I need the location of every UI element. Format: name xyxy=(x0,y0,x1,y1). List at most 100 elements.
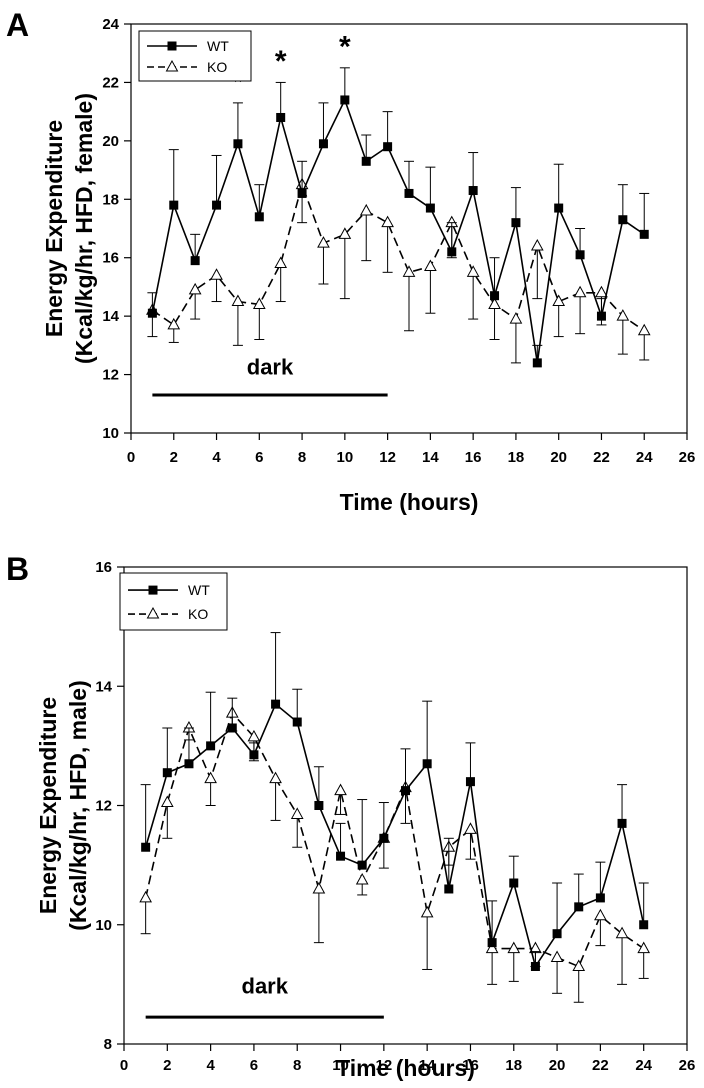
series-line-wt xyxy=(151,97,645,364)
data-point-ko xyxy=(160,795,174,808)
y-axis-title-line2: (Kcal/kg/hr, HFD, female) xyxy=(71,93,97,364)
data-point-wt xyxy=(575,250,585,260)
dark-period-label: dark xyxy=(242,973,289,998)
x-tick-label: 8 xyxy=(298,449,306,466)
data-point-ko xyxy=(488,297,501,309)
data-point-wt xyxy=(249,750,259,760)
x-tick-label: 0 xyxy=(120,1057,128,1074)
x-tick-label: 24 xyxy=(636,449,653,466)
data-point-ko xyxy=(573,285,587,298)
data-point-wt xyxy=(554,203,564,213)
data-point-ko xyxy=(188,282,202,295)
panel-a: A0 2 4 6 8 10 12 14 16 18 20 22 24 261012141618202224… xyxy=(6,7,695,515)
y-tick-label: 14 xyxy=(102,308,119,325)
x-tick-label: 20 xyxy=(550,449,567,466)
x-axis-title: Time (hours) xyxy=(340,489,479,515)
y-tick-label: 18 xyxy=(102,191,119,208)
data-point-wt xyxy=(190,256,200,266)
data-point-ko xyxy=(550,950,564,963)
x-tick-label: 26 xyxy=(679,1057,696,1074)
data-point-wt xyxy=(404,188,414,198)
x-tick-label: 6 xyxy=(255,449,263,466)
data-point-wt xyxy=(233,139,243,149)
series-line-wt xyxy=(144,702,645,969)
data-point-wt xyxy=(425,203,435,213)
x-tick-label: 18 xyxy=(505,1057,522,1074)
data-point-ko xyxy=(359,203,373,216)
data-point-wt xyxy=(595,893,605,903)
data-point-ko xyxy=(530,238,544,251)
y-tick-label: 24 xyxy=(102,16,119,33)
plot-frame xyxy=(130,23,688,434)
data-point-wt xyxy=(254,212,264,222)
data-point-ko xyxy=(594,908,607,921)
data-point-wt xyxy=(276,112,286,122)
y-tick-label: 16 xyxy=(95,559,112,576)
data-point-wt xyxy=(490,291,500,301)
data-point-ko xyxy=(381,215,394,228)
x-tick-label: 8 xyxy=(293,1057,301,1074)
x-tick-label: 18 xyxy=(508,449,525,466)
data-point-wt xyxy=(422,759,432,769)
data-point-wt xyxy=(271,699,281,709)
x-tick-label: 22 xyxy=(592,1057,609,1074)
data-point-wt xyxy=(314,801,324,810)
x-tick-label: 0 xyxy=(127,449,135,466)
data-point-ko xyxy=(167,317,181,330)
legend-marker-ko xyxy=(165,59,179,72)
data-point-ko xyxy=(466,265,480,277)
x-tick-label: 20 xyxy=(549,1057,566,1074)
significance-star: * xyxy=(339,30,351,63)
data-point-wt xyxy=(401,786,410,796)
data-point-wt xyxy=(468,186,478,196)
legend: WT KO xyxy=(119,572,228,631)
data-point-wt xyxy=(292,717,302,727)
x-axis-title: Time (hours) xyxy=(336,1055,475,1081)
data-point-wt xyxy=(574,902,584,912)
data-point-wt xyxy=(552,929,562,939)
x-tick-label: 4 xyxy=(212,449,221,466)
x-tick-label: 2 xyxy=(170,449,178,466)
data-point-ko xyxy=(210,268,223,280)
x-tick-label: 10 xyxy=(337,449,354,466)
x-tick-label: 14 xyxy=(422,449,439,466)
legend-label-ko: KO xyxy=(207,59,227,75)
data-point-ko xyxy=(334,783,347,796)
data-point-ko xyxy=(139,890,152,903)
data-point-wt xyxy=(336,851,346,861)
x-tick-label: 16 xyxy=(462,1057,479,1074)
data-point-wt xyxy=(618,215,628,225)
y-axis-title-line2: (Kcal/kg/hr, HFD, male) xyxy=(65,680,91,931)
x-tick-label: 10 xyxy=(332,1057,349,1074)
data-point-wt xyxy=(227,723,237,733)
data-point-wt xyxy=(383,142,393,152)
legend-box xyxy=(119,572,228,631)
data-point-ko xyxy=(290,807,304,819)
y-tick-label: 8 xyxy=(104,1036,112,1053)
panel-letter: A xyxy=(6,7,29,43)
legend-marker-wt xyxy=(167,41,177,51)
data-point-wt xyxy=(639,920,649,930)
data-point-wt xyxy=(297,188,307,198)
y-tick-label: 10 xyxy=(102,425,119,442)
data-point-ko xyxy=(312,881,326,894)
y-tick-label: 10 xyxy=(95,917,112,934)
panel-letter: B xyxy=(6,551,29,587)
data-point-ko xyxy=(355,872,369,885)
data-point-ko xyxy=(637,323,651,336)
data-point-ko xyxy=(552,294,566,307)
series-line-ko xyxy=(144,711,645,968)
x-tick-label: 4 xyxy=(206,1057,215,1074)
data-point-wt xyxy=(361,156,371,166)
legend-marker-wt xyxy=(148,585,158,595)
data-point-ko xyxy=(637,941,651,954)
legend-label-wt: WT xyxy=(207,38,229,54)
data-point-wt xyxy=(596,311,606,321)
data-point-ko xyxy=(615,926,629,939)
x-tick-label: 2 xyxy=(163,1057,171,1074)
x-tick-label: 12 xyxy=(379,449,396,466)
y-tick-label: 14 xyxy=(95,678,112,695)
data-point-ko xyxy=(507,941,521,954)
